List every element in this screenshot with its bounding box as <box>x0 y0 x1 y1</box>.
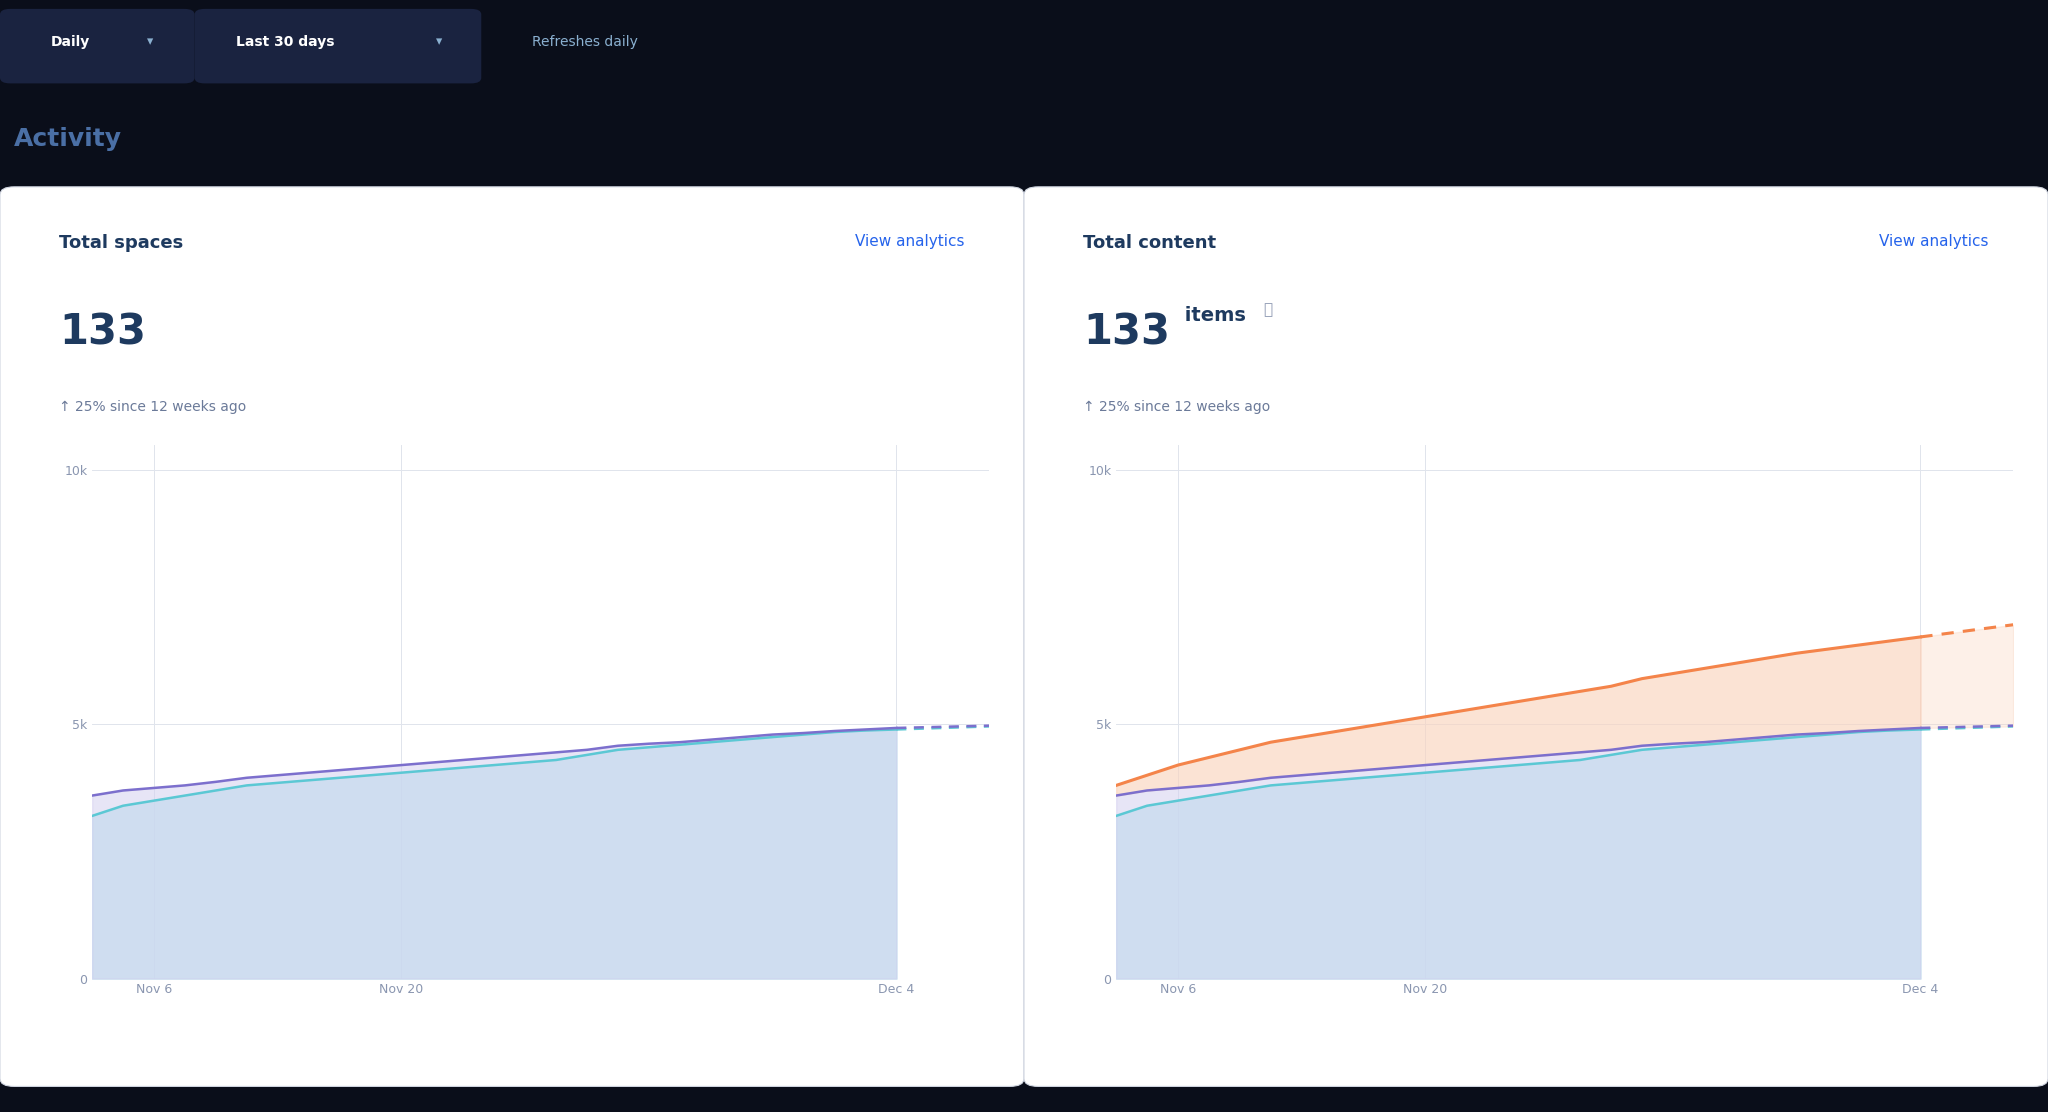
Text: ↑ 25% since 12 weeks ago: ↑ 25% since 12 weeks ago <box>59 400 246 415</box>
Text: 133: 133 <box>1083 311 1169 354</box>
FancyBboxPatch shape <box>195 9 481 83</box>
Text: Total content: Total content <box>1083 234 1217 251</box>
Text: ↑ 25% since 12 weeks ago: ↑ 25% since 12 weeks ago <box>1083 400 1270 415</box>
FancyBboxPatch shape <box>1024 187 2048 1086</box>
FancyBboxPatch shape <box>0 187 1024 1086</box>
Text: Refreshes daily: Refreshes daily <box>532 34 639 49</box>
Text: ▾: ▾ <box>436 36 442 48</box>
Text: View analytics: View analytics <box>856 234 965 248</box>
Text: ⓘ: ⓘ <box>1264 302 1272 317</box>
Text: items: items <box>1178 306 1245 325</box>
Legend: Pages, Blogs, Whiteboards: Pages, Blogs, Whiteboards <box>1122 1106 1411 1112</box>
Legend: Pages, Blogs: Pages, Blogs <box>98 1106 258 1112</box>
FancyBboxPatch shape <box>0 9 195 83</box>
Text: 133: 133 <box>59 311 145 354</box>
Text: View analytics: View analytics <box>1880 234 1989 248</box>
Text: Total spaces: Total spaces <box>59 234 184 251</box>
Text: Daily: Daily <box>51 34 90 49</box>
Text: Last 30 days: Last 30 days <box>236 34 334 49</box>
Text: ▾: ▾ <box>147 36 154 48</box>
Text: Activity: Activity <box>14 127 123 151</box>
